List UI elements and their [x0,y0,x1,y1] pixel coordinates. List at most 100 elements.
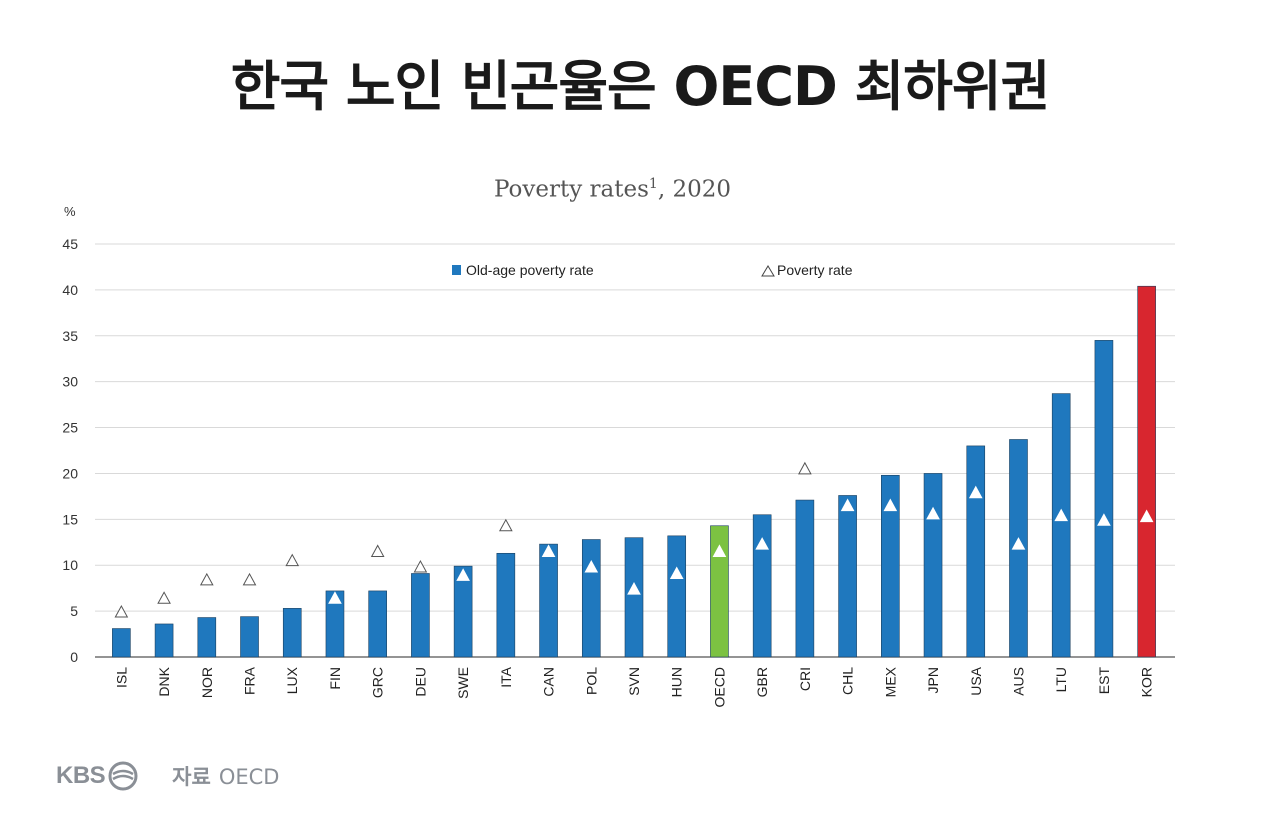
poverty-rate-marker-isl [114,604,129,618]
chart-title: Poverty rates1, 2020 [0,176,1225,203]
poverty-rate-marker-jpn [926,506,940,520]
poverty-rate-marker-aus [1011,537,1026,550]
poverty-rate-marker-deu [413,560,428,573]
poverty-rate-marker-chl [840,498,855,512]
bar-ltu [1051,393,1071,658]
bar-oecd [710,525,729,658]
poverty-rate-marker-kor [1139,509,1154,523]
bar-fin [325,590,345,658]
x-tick-label-isl: ISL [113,667,129,688]
bar-gbr [752,514,772,658]
x-tick-label-pol: POL [583,667,599,695]
bar-swe [453,565,473,658]
x-tick-label-can: CAN [541,667,557,697]
chart-title-text: Poverty rates [494,176,649,203]
chart-title-year: , 2020 [657,176,731,203]
kbs-logo-icon [108,761,138,791]
bar-ita [496,552,516,658]
x-tick-label-aus: AUS [1010,667,1026,696]
poverty-rate-marker-pol [584,560,599,573]
x-tick-label-deu: DEU [412,667,428,697]
poverty-rate-marker-fra [242,572,257,586]
x-tick-label-chl: CHL [840,667,856,695]
poverty-rate-marker-can [541,544,556,557]
y-tick-label: 10 [62,557,78,573]
poverty-rate-marker-est [1097,513,1111,526]
x-tick-label-mex: MEX [882,666,898,697]
poverty-rate-marker-fin [328,591,342,604]
bar-pol [581,539,601,658]
source-value: OECD [218,765,280,789]
y-tick-label: 5 [70,603,78,619]
poverty-rate-marker-gbr [755,537,770,550]
x-tick-label-est: EST [1096,667,1112,695]
bar-dnk [154,623,174,658]
bar-grc [368,590,387,658]
kbs-logo: KBS [56,761,138,791]
poverty-rate-marker-cri [798,461,812,475]
legend-swatch-bar [452,265,461,275]
source-note: 자료 OECD [172,761,279,791]
bar-fra [240,616,259,658]
footer: KBS 자료 OECD [56,758,279,794]
y-tick-label: 30 [62,374,78,390]
poverty-rate-marker-swe [456,568,470,581]
legend-label-poverty-rate: Poverty rate [777,262,853,278]
y-tick-label: 35 [62,328,78,344]
x-tick-label-grc: GRC [370,667,386,698]
bar-isl [112,628,131,658]
x-tick-label-ltu: LTU [1053,667,1069,692]
x-tick-label-fin: FIN [327,667,343,690]
y-tick-label: 20 [62,465,78,481]
legend-label-old-age-poverty-rate: Old-age poverty rate [466,262,594,278]
bar-deu [411,573,430,658]
bar-mex [881,474,900,658]
bar-est [1094,340,1114,658]
bar-lux [282,608,302,658]
bar-chart: % 0 5 10 15 20 25 30 35 40 45 Old-age poverty rate P… [62,204,1175,707]
poverty-rate-marker-ltu [1054,508,1069,522]
poverty-rate-marker-grc [370,544,385,557]
poverty-rate-marker-hun [669,566,684,579]
bar-hun [667,535,687,658]
x-tick-label-hun: HUN [669,667,685,697]
poverty-rate-marker-dnk [157,591,171,604]
y-tick-label: 0 [70,649,78,665]
x-tick-label-fra: FRA [242,666,258,695]
x-tick-label-oecd: OECD [711,667,727,707]
poverty-rate-marker-nor [199,572,214,586]
y-tick-label: 45 [62,236,78,252]
bar-chl [838,495,857,658]
bar-jpn [923,473,943,658]
source-label: 자료 [172,765,211,789]
x-tick-label-lux: LUX [284,666,300,694]
y-tick-label: 15 [62,511,78,527]
bar-usa [966,445,986,658]
bar-svn [624,537,644,658]
x-tick-label-cri: CRI [797,667,813,691]
y-tick-label: 40 [62,282,78,298]
kbs-logo-text: KBS [56,762,106,789]
bar-nor [197,617,217,658]
y-axis-unit: % [64,204,76,219]
x-tick-label-dnk: DNK [156,666,172,696]
x-tick-label-swe: SWE [455,667,471,699]
y-tick-label: 25 [62,420,78,436]
bar-cri [795,499,815,658]
headline: 한국 노인 빈곤율은 OECD 최하위권 [230,55,1051,118]
x-tick-label-svn: SVN [626,667,642,696]
x-tick-label-ita: ITA [498,666,514,687]
legend-triangle-icon [761,265,775,277]
poverty-rate-marker-ita [498,518,513,532]
chart-title-footnote: 1 [648,176,658,192]
poverty-rate-marker-usa [968,485,983,499]
poverty-rate-marker-oecd [712,544,727,557]
poverty-rate-marker-svn [627,582,641,595]
poverty-rate-marker-mex [883,498,898,512]
bar-kor [1137,285,1156,658]
x-tick-label-kor: KOR [1139,667,1155,697]
poverty-rate-marker-lux [285,553,300,567]
bar-can [539,543,558,658]
x-tick-label-jpn: JPN [925,667,941,693]
x-tick-label-gbr: GBR [754,667,770,697]
